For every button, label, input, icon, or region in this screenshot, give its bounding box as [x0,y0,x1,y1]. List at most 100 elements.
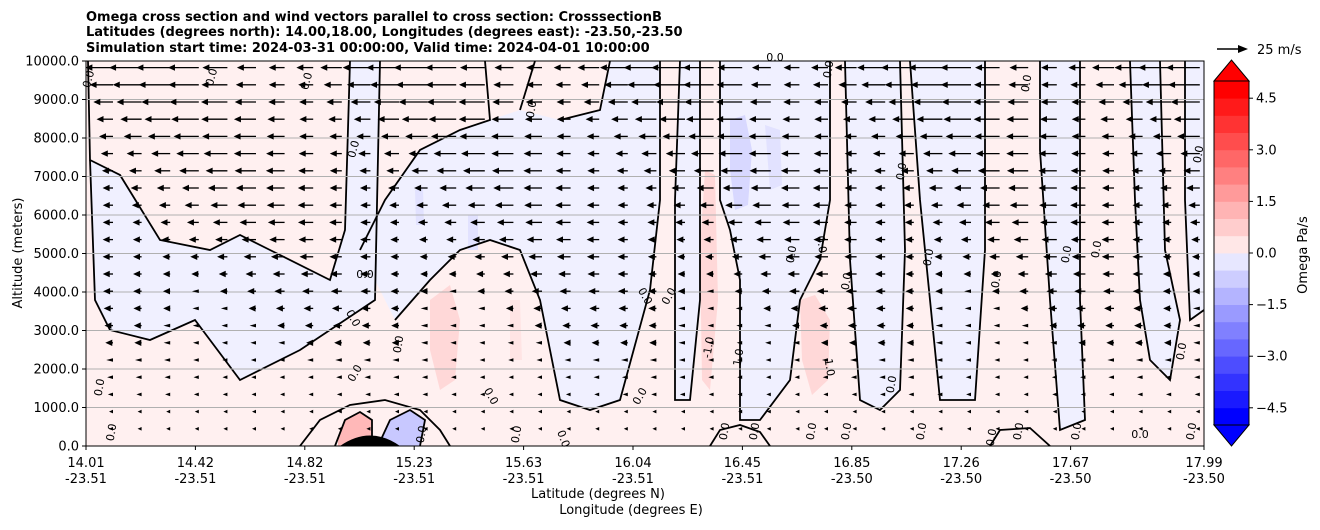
wind-vector-head [982,202,990,209]
wind-vector-head [1101,202,1109,209]
wind-vector [420,306,428,311]
wind-vector-head [902,184,910,192]
omega-positive-core [430,285,460,390]
x-tick-latitude: 14.01 [67,456,104,471]
wind-vector [765,341,771,345]
wind-vector-head [491,116,499,123]
wind-vector [965,375,971,379]
wind-vector-head [903,202,911,209]
contour-label: 0.0 [1089,240,1105,259]
wind-vector-head [1132,288,1140,295]
contour-line [1184,61,1204,322]
wind-vector [1080,392,1086,397]
wind-vector [824,427,828,431]
wind-vector [935,306,943,311]
wind-vector-head [1100,116,1108,123]
wind-vector-head [105,339,113,346]
wind-vector-head [916,116,924,123]
y-tick-label: 6000.0 [34,209,80,224]
wind-vector-head [649,339,657,346]
wind-vector-head [235,184,243,192]
wind-vector [165,392,171,397]
wind-vector-head [1017,270,1025,278]
wind-vector [109,409,113,414]
wind-vector [106,358,113,362]
wind-vector-head [116,98,124,106]
wind-vector-head [132,236,140,243]
wind-vector-head [676,236,684,243]
wind-vector [420,323,428,328]
wind-vector-head [1103,288,1111,295]
wind-vector-head [1011,219,1019,226]
wind-vector [366,409,371,414]
wind-vector [279,375,285,379]
wind-vector [621,358,628,362]
contour-label: 0.0 [345,139,362,159]
wind-vector [538,409,542,414]
wind-vector-head [905,236,913,243]
wind-vector [766,392,771,397]
wind-vector-head [93,98,101,106]
wind-vector-head [790,305,798,312]
wind-vector-head [330,288,338,295]
colorbar: 4.5 3.0 1.5 0.0 −1.5 −3.0 −4.5 [1212,59,1288,447]
wind-vector-head [834,64,842,71]
wind-vector-head [268,64,276,71]
wind-vector [509,409,514,414]
wind-vector-head [673,202,681,209]
wind-vector-head [525,219,533,226]
wind-vector-head [99,133,107,140]
wind-vector-head [528,253,536,260]
wind-vector-head [207,184,215,192]
wind-vector-head [330,270,338,278]
wind-vector-head [411,167,419,174]
contour-line [989,427,1051,446]
wind-vector-head [876,322,884,329]
contour-label: 0.0 [914,422,930,441]
wind-vector-head [408,150,416,157]
wind-vector-head [1132,219,1140,226]
wind-vector-head [634,116,642,123]
wind-vector-head [306,339,314,346]
y-axis-label: Altitude (meters) [11,198,26,309]
wind-vector [252,409,256,414]
contour-label: 0.0 [821,60,837,79]
wind-vector-head [812,81,820,88]
wind-vector-head [1070,219,1078,226]
wind-vector-head [1007,98,1015,106]
wind-vector [967,409,971,414]
wind-vector-head [904,219,912,226]
wind-vector [164,375,171,379]
wind-vector-head [504,288,512,295]
wind-vector-head [461,150,469,157]
wind-vector-head [361,322,369,329]
wind-vector-head [233,116,241,123]
wind-vector [134,358,142,362]
wind-vector-head [587,270,595,278]
wind-vector-head [390,288,398,295]
wind-vector [251,375,256,379]
contour-label: 0.0 [524,100,540,119]
wind-vector [765,358,771,362]
contour-label: 0.0 [1059,245,1075,264]
wind-vector-head [861,81,869,88]
wind-vector-head [589,305,597,312]
wind-vector [337,427,342,431]
wind-vector [1138,427,1143,431]
wind-vector [966,392,971,397]
wind-vector-head [360,253,368,260]
wind-vector [280,427,285,431]
wind-vector-head [419,236,427,243]
wind-vector-head [973,116,981,123]
wind-vector-head [323,81,331,88]
wind-vector-head [934,270,942,278]
wind-vector [852,409,857,414]
contour-line [1129,61,1181,382]
wind-vector [278,341,285,345]
wind-vector-head [100,150,108,157]
wind-vector-head [329,133,337,140]
wind-vector-head [205,167,213,174]
wind-vector-head [617,253,625,260]
wind-vector-head [556,98,564,106]
wind-vector-head [555,236,563,243]
